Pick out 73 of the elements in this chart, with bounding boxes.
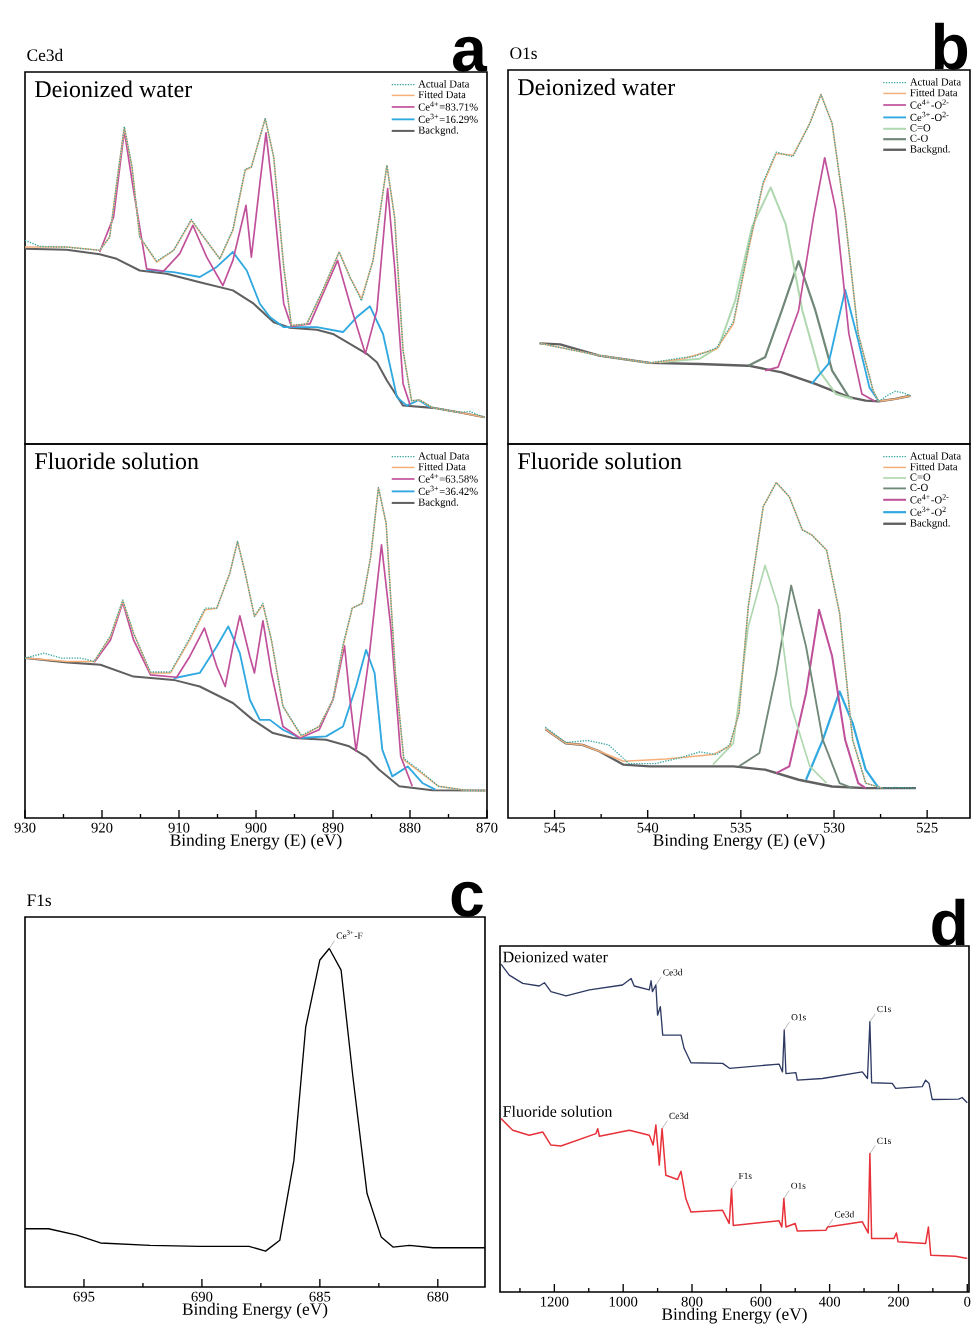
series-label: Deionized water <box>503 951 608 963</box>
x-tick-label: 545 <box>544 822 565 833</box>
x-tick-label: 910 <box>168 822 190 833</box>
x-tick-label: 600 <box>750 1296 772 1307</box>
chart-subtitle: Fluoride solution <box>518 452 682 470</box>
x-tick-label: 690 <box>191 1291 213 1302</box>
legend-label: Ce$^{3+}$=36.42% <box>418 485 478 496</box>
x-tick-label: 890 <box>322 822 344 833</box>
text: a <box>453 36 488 72</box>
legend-label: Ce$^{3+}$-O$^{2}$ <box>910 506 946 516</box>
x-tick-label: 540 <box>637 822 659 833</box>
annotation: F1s <box>738 1172 752 1180</box>
legend-label: Ce$^{3+}$-O$^{2-}$ <box>910 111 949 122</box>
legend-label: Actual Data <box>909 452 961 460</box>
x-axis-title: Binding Energy (eV) <box>182 1302 328 1319</box>
text: d <box>932 898 965 946</box>
legend-label: Fitted Data <box>418 462 466 471</box>
x-tick-label: 0 <box>964 1296 971 1307</box>
x-tick-label: 800 <box>681 1296 703 1307</box>
annotation: O1s <box>791 1182 806 1189</box>
annotation: Ce3d <box>663 968 683 976</box>
legend-label: Fitted Data <box>910 88 958 97</box>
legend-label: Backgnd. <box>910 145 950 155</box>
x-tick-label: 400 <box>818 1296 841 1307</box>
legend-label: Ce$^{4+}$-O$^{2-}$ <box>910 494 949 504</box>
x-tick-label: 685 <box>309 1291 331 1302</box>
legend-label: Backgnd. <box>418 126 459 136</box>
x-tick-label: 695 <box>73 1291 95 1302</box>
annotation: Ce$^{3+}$-F <box>336 930 363 939</box>
x-axis-title: Binding Energy (eV) <box>661 1307 807 1324</box>
legend-label: Backgnd. <box>418 498 459 508</box>
x-tick-label: 870 <box>476 822 498 833</box>
x-axis-title: Binding Energy (E) (eV) <box>653 833 825 850</box>
chart-title: Ce3d <box>27 48 63 62</box>
x-tick-label: 920 <box>91 822 113 833</box>
x-tick-label: 1200 <box>540 1296 569 1307</box>
annotation: Ce3d <box>834 1210 855 1218</box>
annotation: C1s <box>877 1137 891 1144</box>
legend-label: Actual Data <box>909 78 961 86</box>
x-tick-label: 535 <box>730 822 752 833</box>
chart-title: F1s <box>27 894 52 907</box>
annotation: C1s <box>877 1005 891 1013</box>
legend-label: Ce$^{4+}$=63.58% <box>418 473 478 483</box>
text: c <box>451 881 483 917</box>
legend-label: C-O <box>910 483 928 492</box>
x-tick-label: 880 <box>399 822 421 833</box>
chart-title: O1s <box>510 47 537 60</box>
legend-label: C=O <box>910 124 931 132</box>
legend-label: C=O <box>910 473 931 481</box>
legend-label: Ce$^{4+}$=83.71% <box>418 101 478 111</box>
chart-subtitle: Deionized water <box>518 78 676 96</box>
x-tick-label: 530 <box>823 822 845 833</box>
legend-label: Ce$^{3+}$=16.29% <box>418 113 478 124</box>
legend-label: Fitted Data <box>910 462 958 471</box>
legend-label: Actual Data <box>418 452 470 460</box>
legend-label: C-O <box>910 134 928 142</box>
x-tick-label: 680 <box>427 1291 449 1302</box>
x-axis-title: Binding Energy (E) (eV) <box>170 833 342 850</box>
legend-label: Actual Data <box>418 79 470 88</box>
legend-label: Backgnd. <box>910 519 950 529</box>
x-tick-label: 525 <box>917 822 938 833</box>
x-tick-label: 900 <box>245 822 267 833</box>
chart-subtitle: Deionized water <box>35 80 193 98</box>
chart-subtitle: Fluoride solution <box>35 452 199 470</box>
annotation: Ce3d <box>669 1112 689 1120</box>
x-tick-label: 200 <box>888 1296 909 1307</box>
annotation: O1s <box>791 1014 806 1021</box>
text: b <box>934 22 968 70</box>
legend-label: Fitted Data <box>418 90 466 99</box>
legend-label: Ce$^{4+}$-O$^{2-}$ <box>910 99 949 109</box>
x-tick-label: 930 <box>14 822 36 833</box>
x-tick-label: 1000 <box>609 1296 638 1307</box>
series-label: Fluoride solution <box>503 1105 613 1117</box>
